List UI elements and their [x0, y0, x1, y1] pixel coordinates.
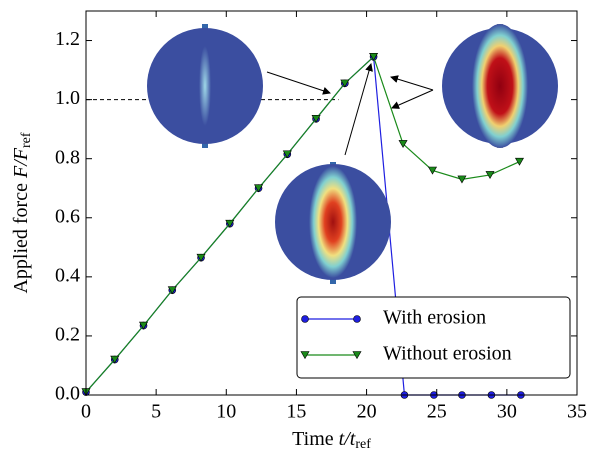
marker [515, 158, 523, 165]
x-axis-label-main: Time [292, 428, 339, 450]
x-tick-label: 35 [567, 401, 587, 423]
insets [147, 24, 558, 284]
x-tick-label: 20 [357, 401, 377, 423]
x-axis-label: Time t/tref [292, 428, 371, 453]
legend-marker [354, 316, 361, 323]
x-tick-label: 5 [151, 401, 161, 423]
legend-label: Without erosion [383, 343, 512, 365]
x-tick-label: 10 [216, 401, 236, 423]
y-axis-label-sub: ref [19, 132, 34, 148]
y-tick-label: 0.4 [55, 264, 80, 286]
legend-marker [302, 316, 309, 323]
y-tick-label: 0.6 [55, 205, 80, 227]
y-tick-label: 0.0 [55, 383, 80, 405]
x-axis-label-var: t/t [339, 428, 356, 450]
x-tick-label: 15 [286, 401, 306, 423]
x-tick-label: 0 [81, 401, 91, 423]
y-tick-label: 1.2 [55, 28, 80, 50]
y-tick-label: 1.0 [55, 87, 80, 109]
marker [429, 167, 437, 174]
y-tick-label: 0.2 [55, 324, 80, 346]
x-tick-label: 25 [427, 401, 447, 423]
x-axis-label-sub: ref [355, 437, 371, 452]
y-axis-label: Applied force F/Fref [10, 132, 35, 293]
legend-label: With erosion [383, 307, 486, 329]
x-tick-label: 30 [497, 401, 517, 423]
y-axis-label-main: Applied force [10, 178, 32, 294]
y-tick-label: 0.8 [55, 146, 80, 168]
y-axis-label-var: F/F [10, 147, 32, 179]
